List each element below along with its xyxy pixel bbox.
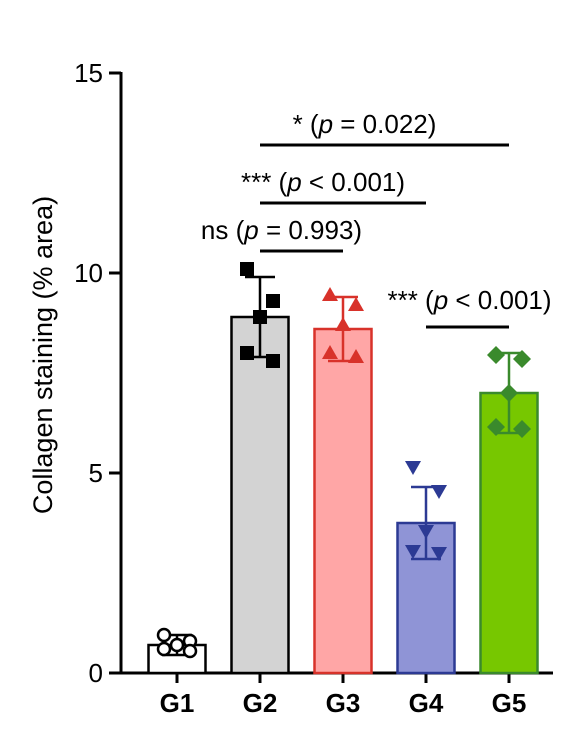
- bar-group-g2: [230, 262, 290, 675]
- significance-label: * (p = 0.022): [293, 109, 437, 139]
- data-point: [240, 346, 254, 360]
- significance-bracket: ns (p = 0.993): [201, 215, 362, 253]
- x-tick-label: G4: [409, 688, 444, 718]
- x-tick-label: G2: [243, 688, 278, 718]
- data-point: [266, 294, 280, 308]
- data-point: [513, 420, 531, 438]
- y-tick-label: 15: [74, 58, 103, 88]
- x-tick-label: G1: [160, 688, 195, 718]
- data-point: [322, 345, 338, 359]
- data-point: [418, 525, 434, 539]
- x-tick-label: G3: [326, 688, 361, 718]
- data-point: [348, 349, 364, 363]
- data-point: [322, 287, 338, 301]
- data-point: [431, 547, 447, 561]
- x-tick-label: G5: [492, 688, 527, 718]
- data-point: [500, 384, 518, 402]
- data-point: [240, 262, 254, 276]
- y-axis-label: Collagen staining (% area): [28, 196, 58, 514]
- data-point: [266, 354, 280, 368]
- significance-label: *** (p < 0.001): [241, 167, 405, 197]
- y-tick-label: 10: [74, 258, 103, 288]
- significance-bracket: * (p = 0.022): [260, 109, 509, 147]
- data-point: [405, 461, 421, 475]
- data-point: [487, 346, 505, 364]
- bar-group-g1: [147, 627, 207, 675]
- data-point: [182, 643, 198, 659]
- bar: [313, 327, 373, 675]
- data-point: [335, 317, 351, 331]
- bar: [230, 315, 290, 675]
- data-point: [513, 350, 531, 368]
- significance-bracket: *** (p < 0.001): [387, 285, 552, 329]
- bars: [147, 262, 539, 675]
- data-point: [169, 637, 185, 653]
- data-point: [487, 418, 505, 436]
- data-point: [348, 297, 364, 311]
- bar-group-g5: [479, 346, 539, 675]
- significance-annotations: * (p = 0.022) *** (p < 0.001) ns (p = 0.99…: [201, 109, 552, 329]
- data-point: [156, 641, 172, 657]
- data-point: [431, 485, 447, 499]
- y-tick-label: 0: [89, 658, 103, 688]
- significance-bracket: *** (p < 0.001): [241, 167, 426, 205]
- data-point: [156, 627, 172, 643]
- data-point: [253, 310, 267, 324]
- axes: 0 5 10 15 G1 G2 G3 G4 G5: [74, 58, 553, 718]
- significance-label: *** (p < 0.001): [387, 285, 551, 315]
- data-point: [405, 545, 421, 559]
- y-tick-label: 5: [89, 458, 103, 488]
- bar: [479, 391, 539, 675]
- bar-group-g3: [313, 287, 373, 675]
- bar-group-g4: [396, 461, 456, 675]
- significance-label: ns (p = 0.993): [201, 215, 362, 245]
